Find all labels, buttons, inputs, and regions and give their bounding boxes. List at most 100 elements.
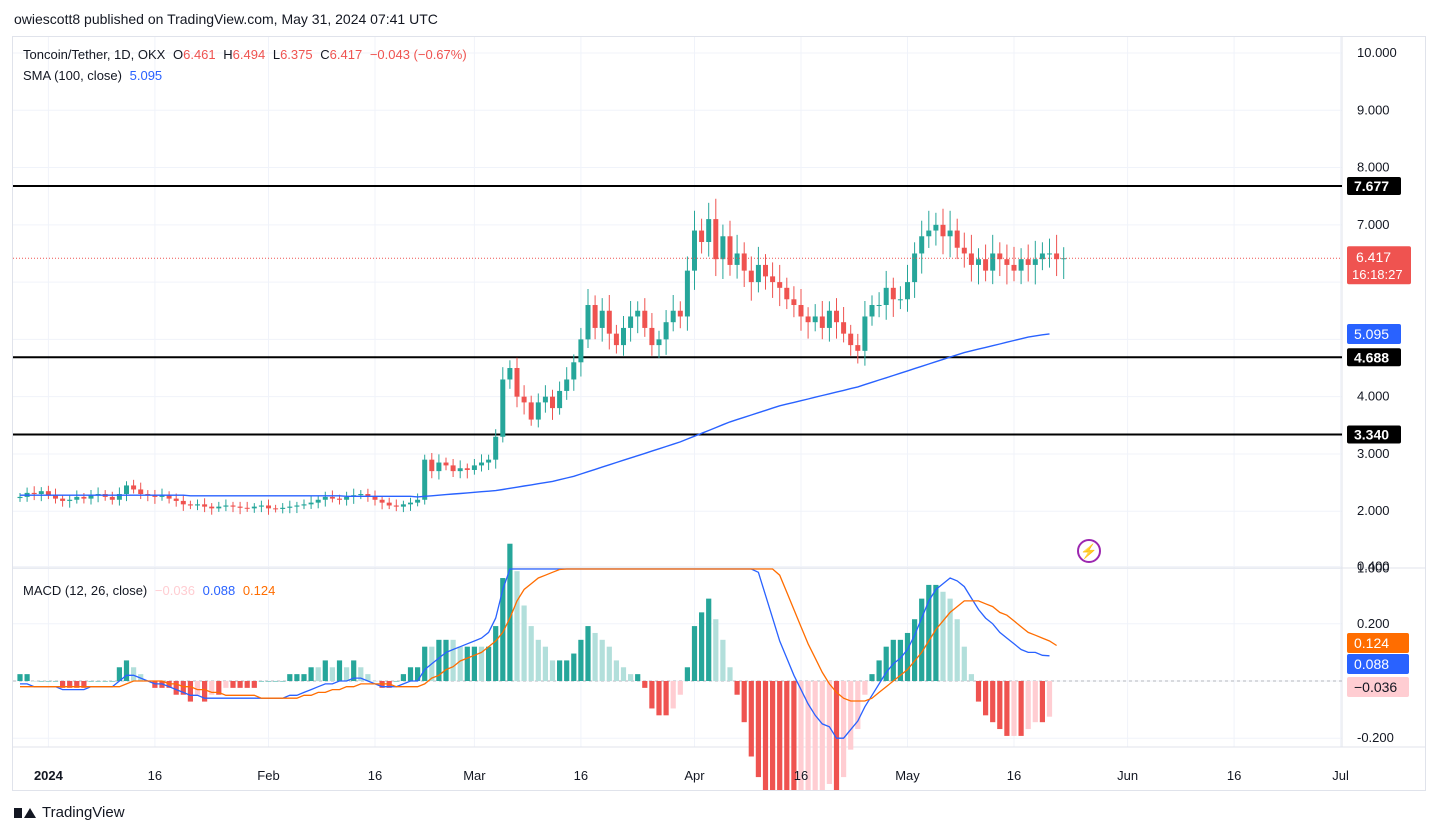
macd-legend: MACD (12, 26, close) −0.036 0.088 0.124 [23,583,279,598]
macd-hist-bar [954,619,960,681]
price-tick-label: 4.000 [1357,389,1390,404]
time-tick-label: Feb [257,768,279,783]
macd-axis-tag-label: −0.036 [1354,679,1397,695]
macd-hist-bar [1011,681,1017,736]
macd-hist-bar [230,681,236,688]
candle-body [727,236,733,265]
macd-hist-bar [564,660,570,681]
macd-hist-bar [301,674,307,681]
low-label: L [272,47,281,62]
candle-body [280,507,286,509]
macd-label[interactable]: MACD (12, 26, close) [23,583,148,598]
candle-body [1032,259,1038,265]
macd-hist-bar [223,681,229,688]
candle-body [400,504,406,507]
macd-hist-bar [557,660,563,681]
macd-hist-bar [812,681,818,790]
candle-body [663,322,669,340]
macd-hist-bar [1025,681,1031,730]
macd-axis-tag [1347,677,1409,697]
macd-line-value: 0.088 [202,583,236,598]
candle-body [919,236,925,254]
candle-body [386,502,392,506]
macd-hist-bar [45,681,51,682]
candle-body [777,282,783,288]
candle-body [805,316,811,323]
candle-body [187,504,193,506]
symbol-title[interactable]: Toncoin/Tether, 1D, OKX [23,47,166,62]
macd-hist-bar [471,646,477,681]
candle-body [599,310,605,328]
candle-body [393,505,399,507]
candle-body [983,259,989,271]
macd-hist-bar [24,674,30,681]
candle-body [848,333,854,346]
level-tag-label: 7.677 [1354,178,1389,194]
macd-hist-bar [997,681,1003,730]
macd-hist-bar [755,681,761,778]
macd-hist-bar [983,681,989,716]
candle-body [905,282,910,300]
candle-body [244,507,250,509]
candle-body [180,500,186,505]
macd-hist-bar [542,646,548,681]
tradingview-footer[interactable]: TradingView [14,804,125,821]
candle-body [159,495,165,497]
candle-body [507,368,513,380]
publisher-note: owiescott8 published on TradingView.com,… [14,11,438,27]
macd-hist-bar [528,626,534,681]
macd-hist-bar [805,681,811,790]
candle-body [344,496,350,500]
sma-tag-label: 5.095 [1354,326,1389,342]
low-value: 6.375 [280,47,313,62]
macd-hist-bar [770,681,776,790]
candle-body [798,305,804,317]
macd-hist-bar [663,681,669,716]
macd-hist-bar [628,674,634,681]
candle-body [734,253,740,265]
candle-body [273,508,279,510]
candle-body [649,327,655,346]
candle-body [301,504,307,506]
macd-hist-bar [251,681,257,688]
macd-hist-bar [88,681,94,682]
candle-body [479,462,484,466]
time-tick-label: 16 [1227,768,1241,783]
macd-hist-bar [691,626,698,681]
macd-hist-bar [74,681,80,688]
candle-body [422,459,428,500]
macd-hist-bar [741,681,747,723]
candle-body [557,390,563,409]
price-tick-label: 2.000 [1357,503,1390,518]
macd-hist-bar [883,646,889,681]
time-tick-label: 16 [148,768,162,783]
macd-hist-bar [521,605,527,681]
candle-body [535,402,541,420]
candle-body [947,230,953,237]
candle-body [60,498,66,501]
candle-body [223,505,229,507]
sma-label[interactable]: SMA (100, close) [23,68,122,83]
candle-body [209,506,215,509]
macd-hist-value: −0.036 [154,583,196,598]
macd-hist-bar [202,681,208,702]
candle-body [933,224,939,231]
candle-body [17,496,23,499]
macd-hist-bar [478,646,485,681]
candle-body [954,230,960,248]
open-value: 6.461 [183,47,216,62]
candle-body [628,316,634,328]
macd-line [20,568,1050,739]
lightning-icon[interactable]: ⚡ [1077,539,1101,563]
sma-value: 5.095 [129,68,163,83]
candle-body [315,499,321,503]
candle-body [550,396,555,409]
price-tick-label: 10.000 [1357,45,1397,60]
candle-body [173,498,179,501]
chart-frame[interactable]: 10.000 9.000 8.000 7.000 4.000 3.000 2.000 1.00… [12,36,1426,791]
macd-hist-bar [514,571,520,681]
price-chart[interactable]: 10.000 9.000 8.000 7.000 4.000 3.000 2.000 1.00… [13,37,1425,790]
macd-hist-bar [912,619,918,681]
candle-body [642,310,648,328]
candle-body [897,299,903,301]
